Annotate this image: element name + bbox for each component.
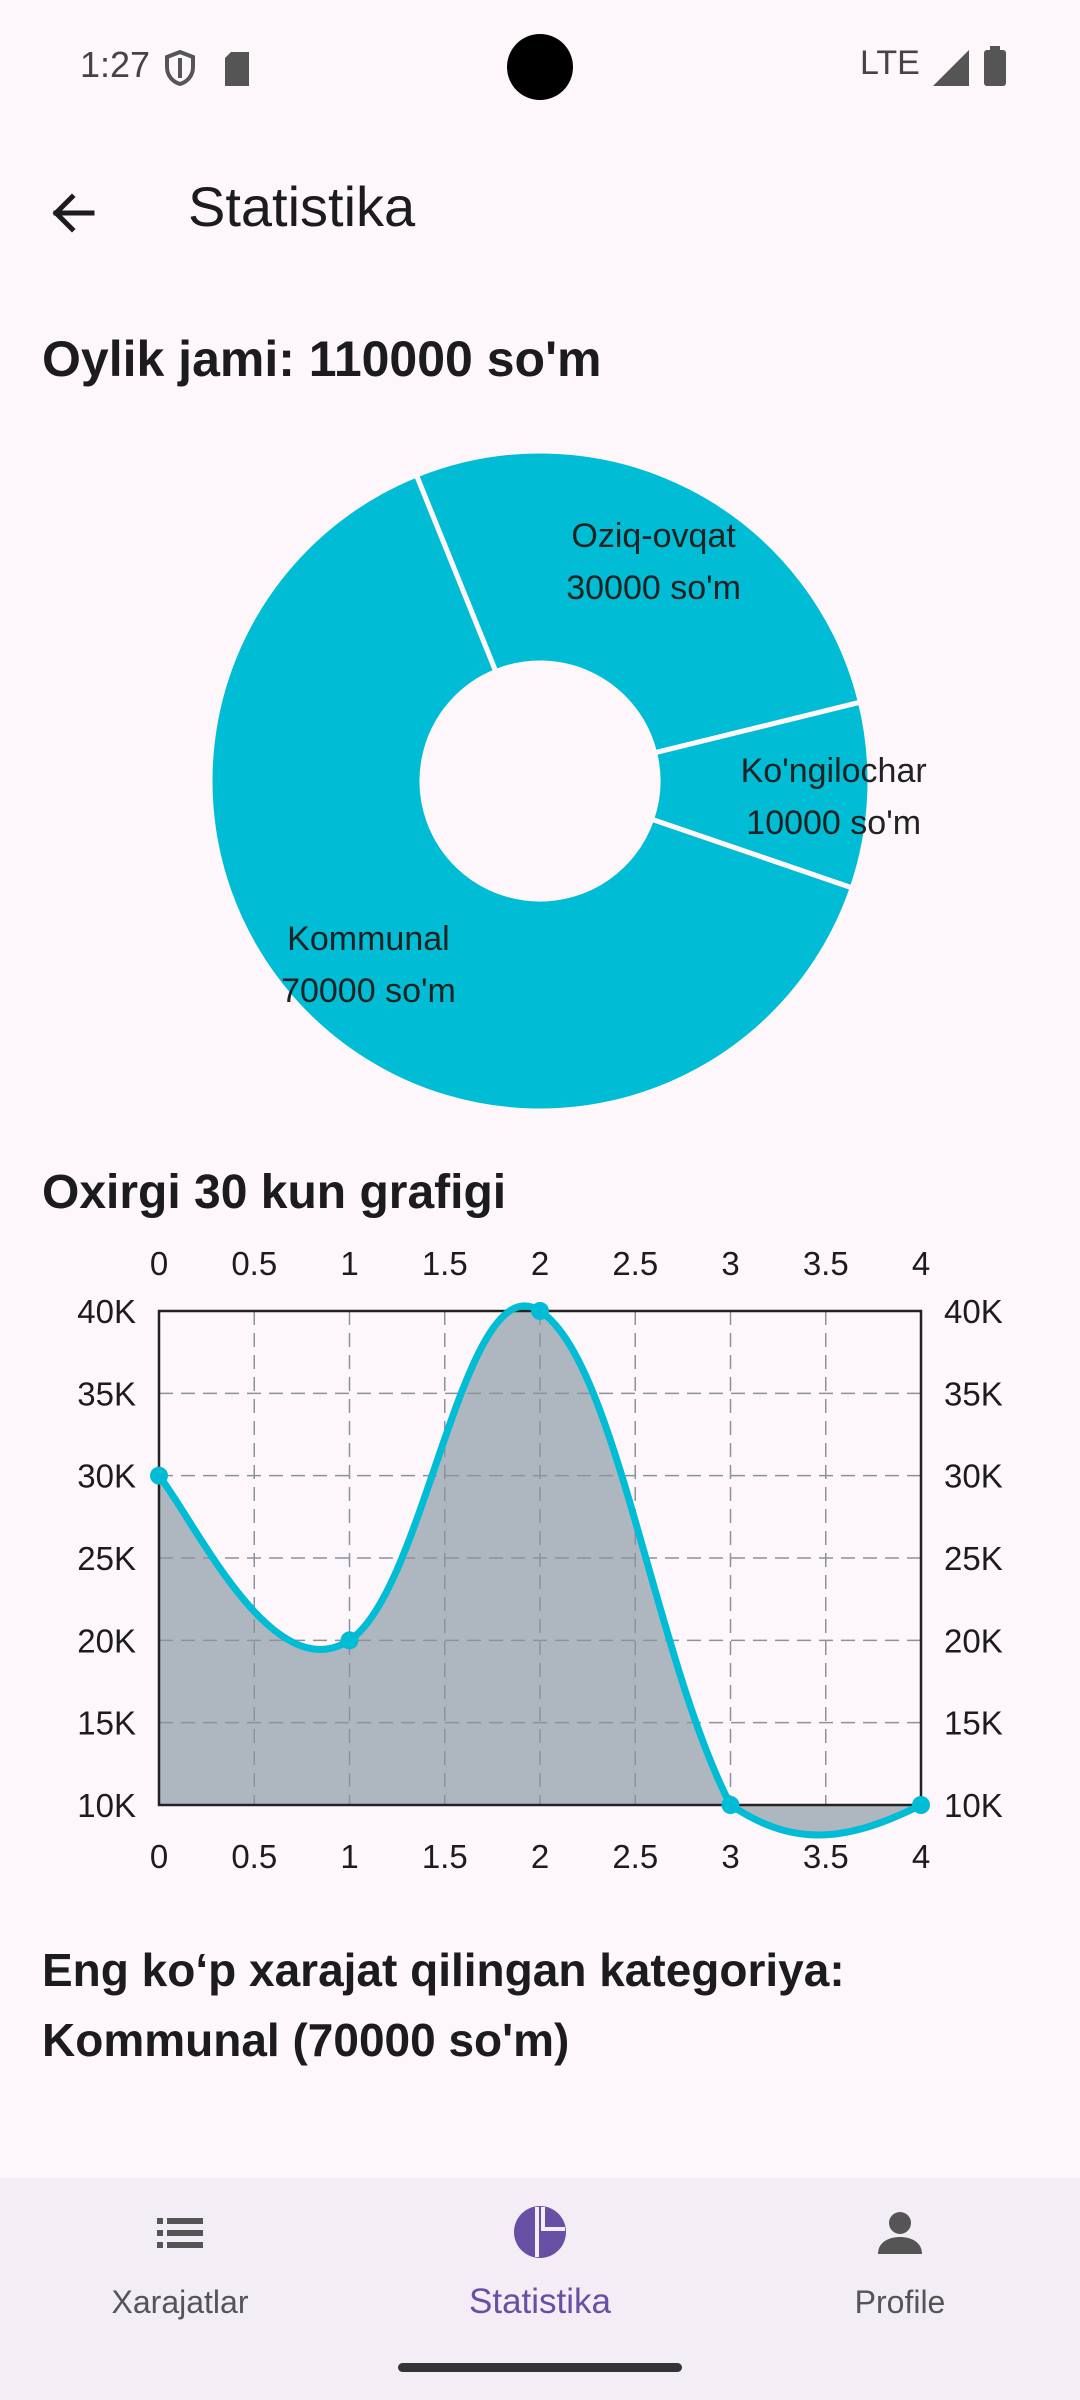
- y-tick-left: 35K: [77, 1375, 136, 1412]
- status-time: 1:27: [80, 44, 151, 85]
- data-point-3: [721, 1796, 740, 1814]
- pie-label-1: Oziq-ovqat: [571, 517, 736, 555]
- network-type: LTE: [860, 44, 920, 82]
- y-tick-right: 25K: [944, 1540, 1003, 1577]
- y-tick-right: 10K: [944, 1787, 1003, 1824]
- monthly-total: Oylik jami: 110000 so'm: [42, 331, 602, 387]
- x-tick-top: 0: [150, 1245, 168, 1282]
- y-tick-left: 30K: [77, 1458, 136, 1495]
- x-tick-top: 3.5: [803, 1245, 849, 1282]
- top-category: Eng ko‘p xarajat qilingan kategoriya: Ko…: [42, 1935, 1042, 2075]
- nav-item-xarajatlar[interactable]: Xarajatlar: [0, 2178, 360, 2378]
- status-bar: 1:27 LTE: [0, 0, 1080, 135]
- x-tick-top: 1: [340, 1245, 358, 1282]
- pie-value-3: 70000 so'm: [281, 972, 456, 1010]
- sd-card-icon: [225, 52, 249, 86]
- signal-icon: [933, 50, 969, 86]
- x-tick-top: 2.5: [612, 1245, 658, 1282]
- x-tick-bottom: 3: [721, 1838, 739, 1875]
- battery-icon: [984, 46, 1006, 86]
- x-tick-bottom: 1: [340, 1838, 358, 1875]
- y-tick-right: 20K: [944, 1622, 1003, 1659]
- x-tick-bottom: 4: [912, 1838, 930, 1875]
- x-tick-top: 4: [912, 1245, 930, 1282]
- x-tick-top: 0.5: [231, 1245, 277, 1282]
- x-tick-top: 3: [721, 1245, 739, 1282]
- y-tick-left: 15K: [77, 1705, 136, 1742]
- y-tick-right: 15K: [944, 1705, 1003, 1742]
- line-chart-title: Oxirgi 30 kun grafigi: [42, 1166, 507, 1219]
- x-tick-bottom: 3.5: [803, 1838, 849, 1875]
- pie-value-1: 30000 so'm: [566, 569, 741, 607]
- back-button[interactable]: [30, 170, 116, 256]
- nav-item-profile[interactable]: Profile: [720, 2178, 1080, 2378]
- home-indicator: [398, 2363, 682, 2372]
- y-tick-left: 40K: [77, 1293, 136, 1330]
- nav-item-statistika[interactable]: Statistika: [360, 2178, 720, 2378]
- x-tick-bottom: 0: [150, 1838, 168, 1875]
- camera-cutout: [507, 34, 573, 100]
- pie-chart-icon: [514, 2206, 566, 2258]
- data-point-0: [150, 1466, 168, 1485]
- area-fill: [159, 1305, 921, 1835]
- top-category-heading: Eng ko‘p xarajat qilingan kategoriya:: [42, 1944, 845, 1996]
- nav-label-profile: Profile: [854, 2284, 946, 2320]
- pie-slice-3: [207, 471, 856, 1114]
- pie-label-2: Ko'ngilochar: [741, 752, 927, 790]
- y-tick-left: 20K: [77, 1622, 136, 1659]
- nav-label-statistika: Statistika: [469, 2282, 611, 2321]
- page-title: Statistika: [188, 175, 416, 238]
- app-bar: Statistika: [0, 150, 1080, 270]
- nav-label-xarajatlar: Xarajatlar: [111, 2284, 249, 2320]
- arrow-back-icon: [52, 193, 95, 233]
- y-tick-right: 35K: [944, 1375, 1003, 1412]
- daily-expense-line-chart: 0 0 0.5 0.5 1 1 1.5 1.5 2 2 2.5 2.5 3 3 3.5 3.5 4 4 10K 10K…: [77, 1245, 1003, 1875]
- pie-label-3: Kommunal: [287, 920, 450, 958]
- x-tick-bottom: 2: [531, 1838, 549, 1875]
- top-category-value: Kommunal (70000 so'm): [42, 2014, 570, 2066]
- shield-icon: [165, 50, 195, 86]
- pie-value-2: 10000 so'm: [746, 804, 921, 842]
- y-tick-left: 10K: [77, 1787, 136, 1824]
- list-icon: [157, 2218, 203, 2248]
- x-tick-bottom: 0.5: [231, 1838, 277, 1875]
- y-tick-right: 30K: [944, 1458, 1003, 1495]
- x-tick-bottom: 2.5: [612, 1838, 658, 1875]
- data-point-2: [531, 1302, 549, 1320]
- data-point-4: [912, 1796, 930, 1814]
- x-tick-top: 1.5: [422, 1245, 468, 1282]
- data-point-1: [340, 1631, 359, 1650]
- y-tick-right: 40K: [944, 1293, 1003, 1330]
- pie-slice-1: [413, 448, 864, 756]
- person-icon: [878, 2212, 922, 2254]
- expense-donut-chart: Oziq-ovqat 30000 so'm Ko'ngilochar 10000 so…: [207, 448, 927, 1114]
- pie-slice-2: [648, 699, 873, 892]
- x-tick-top: 2: [531, 1245, 549, 1282]
- x-tick-bottom: 1.5: [422, 1838, 468, 1875]
- y-tick-left: 25K: [77, 1540, 136, 1577]
